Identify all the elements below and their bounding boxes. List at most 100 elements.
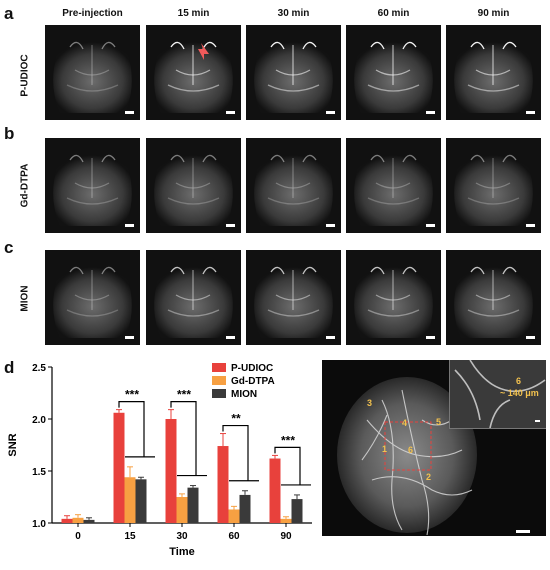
scale-bar: [516, 530, 530, 533]
bar-mion: [135, 479, 147, 523]
scale-bar: [226, 111, 235, 114]
mri-image-p-udioc-15-min: [146, 25, 241, 120]
x-tick-label: 90: [280, 531, 292, 542]
scale-bar: [226, 224, 235, 227]
bar-p-udioc: [165, 419, 177, 523]
marker-6: 6: [408, 445, 414, 455]
vessel-network: [361, 389, 473, 536]
column-header-30-min: 30 min: [277, 8, 310, 19]
scale-bar: [426, 336, 435, 339]
bar-p-udioc: [269, 458, 281, 523]
legend-swatch-mion: [212, 389, 226, 398]
mri-image-gd-dtpa-15-min: [146, 138, 241, 233]
marker-4: 4: [402, 418, 408, 428]
row-label-gd-dtpa: Gd-DTPA: [19, 163, 31, 208]
mri-image-p-udioc-30-min: [246, 25, 341, 120]
x-tick-label: 60: [228, 531, 240, 542]
panel-letter-a: a: [4, 4, 14, 23]
mri-image-mion-60-min: [346, 250, 441, 345]
brain-vasculature-image: 6 ~ 140 μm 3 4 5 1 6 2: [322, 360, 546, 536]
mri-image-p-udioc-pre-injection: [45, 25, 140, 120]
inset-label-size: ~ 140 μm: [500, 388, 539, 398]
scale-bar: [226, 336, 235, 339]
column-header-pre-injection: Pre-injection: [62, 8, 123, 19]
inset-label-number: 6: [516, 376, 522, 386]
marker-1: 1: [382, 444, 388, 454]
bar-p-udioc: [217, 446, 229, 523]
significance-label: ***: [125, 388, 139, 402]
inset-scale-bar: [535, 420, 540, 422]
legend-swatch-p-udioc: [212, 363, 226, 372]
scale-bar: [326, 224, 335, 227]
bar-gd-dtpa: [280, 518, 292, 523]
scale-bar: [526, 224, 535, 227]
scale-bar: [426, 224, 435, 227]
bar-mion: [187, 487, 199, 523]
bar-p-udioc: [61, 518, 73, 523]
mri-image-gd-dtpa-30-min: [246, 138, 341, 233]
mri-image-mion-15-min: [146, 250, 241, 345]
panel-letter-b: b: [4, 124, 15, 143]
mri-image-p-udioc-90-min: [446, 25, 541, 120]
scale-bar: [125, 224, 134, 227]
scale-bar: [526, 111, 535, 114]
column-header-60-min: 60 min: [377, 8, 410, 19]
scale-bar: [426, 111, 435, 114]
legend-label-mion: MION: [231, 389, 257, 400]
inset-zoom-image: 6 ~ 140 μm: [449, 360, 546, 429]
x-tick-label: 15: [124, 531, 136, 542]
mri-image-gd-dtpa-90-min: [446, 138, 541, 233]
y-axis-label: SNR: [7, 433, 19, 456]
bar-gd-dtpa: [72, 517, 84, 523]
column-header-90-min: 90 min: [477, 8, 510, 19]
significance-label: **: [231, 412, 241, 426]
legend-label-gd-dtpa: Gd-DTPA: [231, 376, 275, 387]
mri-image-mion-30-min: [246, 250, 341, 345]
legend-label-p-udioc: P-UDIOC: [231, 363, 273, 374]
y-tick-label: 2.5: [32, 363, 46, 374]
inset-vessels: [454, 360, 546, 428]
bar-mion: [83, 519, 95, 523]
bar-mion: [239, 494, 251, 523]
row-label-p-udioc: P-UDIOC: [19, 54, 31, 97]
highlight-arrow-icon: [198, 43, 209, 60]
x-axis-label: Time: [169, 546, 194, 558]
scale-bar: [326, 111, 335, 114]
marker-3: 3: [367, 398, 373, 408]
bar-p-udioc: [113, 412, 125, 523]
bar-gd-dtpa: [176, 497, 188, 523]
scale-bar: [326, 336, 335, 339]
marker-2: 2: [426, 472, 432, 482]
x-tick-label: 0: [75, 531, 81, 542]
x-tick-label: 30: [176, 531, 188, 542]
row-label-mion: MION: [19, 285, 31, 312]
significance-label: ***: [177, 388, 191, 402]
y-tick-label: 1.5: [32, 467, 46, 478]
snr-bar-chart: 1.0 1.5 2.0 2.5 SNR Time 0 15 *** 30 *** 60 ** 90 *** P…: [7, 363, 312, 558]
significance-bracket: [170, 401, 197, 476]
mri-image-mion-90-min: [446, 250, 541, 345]
bar-gd-dtpa: [124, 477, 136, 523]
scale-bar: [125, 336, 134, 339]
marker-5: 5: [436, 417, 442, 427]
scale-bar: [125, 111, 134, 114]
significance-bracket: [118, 401, 145, 457]
y-tick-label: 2.0: [32, 415, 46, 426]
mri-image-p-udioc-60-min: [346, 25, 441, 120]
panel-letter-d: d: [4, 358, 15, 377]
mri-image-mion-pre-injection: [45, 250, 140, 345]
scale-bar: [526, 336, 535, 339]
significance-label: ***: [281, 433, 295, 447]
mri-image-gd-dtpa-pre-injection: [45, 138, 140, 233]
vasculature-image: [337, 377, 530, 536]
panel-letter-c: c: [4, 238, 14, 257]
mri-image-gd-dtpa-60-min: [346, 138, 441, 233]
bar-gd-dtpa: [228, 509, 240, 523]
y-tick-label: 1.0: [32, 519, 46, 530]
bar-mion: [291, 499, 303, 523]
column-header-15-min: 15 min: [177, 8, 210, 19]
roi-box: [384, 421, 432, 471]
legend-swatch-gd-dtpa: [212, 376, 226, 385]
significance-bracket: [222, 424, 249, 481]
significance-bracket: [274, 446, 301, 485]
